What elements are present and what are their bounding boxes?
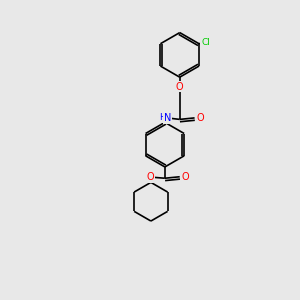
- Text: O: O: [176, 82, 184, 92]
- Text: O: O: [181, 172, 189, 182]
- Text: Cl: Cl: [201, 38, 210, 47]
- Text: N: N: [164, 113, 172, 123]
- Text: H: H: [159, 113, 166, 122]
- Text: O: O: [146, 172, 154, 182]
- Text: O: O: [196, 113, 204, 123]
